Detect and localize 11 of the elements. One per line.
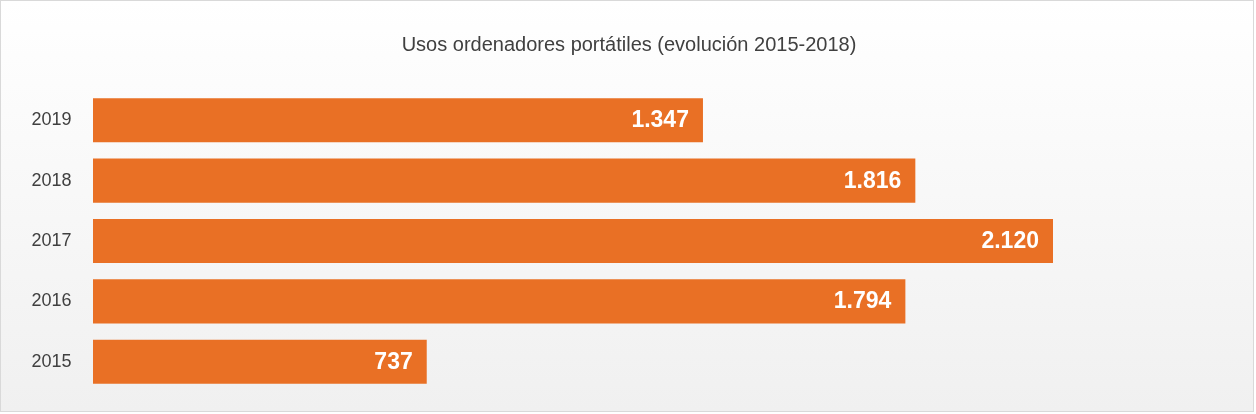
data-label: 1.347 bbox=[631, 106, 689, 133]
y-tick-label: 2018 bbox=[31, 169, 72, 190]
y-tick-label: 2017 bbox=[31, 230, 72, 250]
data-label: 2.120 bbox=[981, 227, 1039, 253]
chart-title: Usos ordenadores portátiles (evolución 2015-2018) bbox=[401, 33, 857, 55]
y-tick-label: 2019 bbox=[31, 109, 72, 130]
y-tick-label: 2015 bbox=[31, 350, 72, 371]
data-label: 737 bbox=[374, 347, 413, 374]
data-label: 1.816 bbox=[843, 166, 902, 193]
data-label: 1.794 bbox=[833, 287, 892, 314]
y-tick-label: 2016 bbox=[31, 290, 72, 311]
